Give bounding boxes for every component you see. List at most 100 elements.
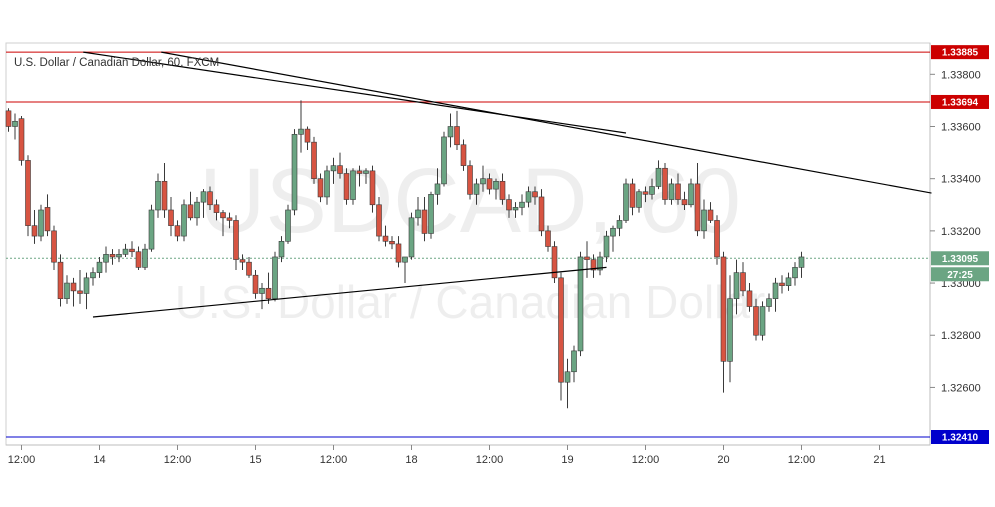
candle-body-up	[798, 256, 805, 268]
candle	[161, 163, 168, 218]
candle	[246, 256, 252, 278]
candle	[733, 259, 740, 315]
candle-body-down	[252, 274, 259, 294]
candle	[629, 178, 636, 216]
candle-body-down	[51, 230, 57, 263]
candle	[798, 251, 805, 278]
candle-body-down	[740, 272, 746, 292]
time-tick-label: 14	[93, 454, 105, 466]
candle	[239, 254, 246, 271]
candle-body-up	[103, 254, 109, 263]
candle-body-down	[109, 254, 116, 258]
candle-body-up	[415, 209, 421, 219]
candle-body-down	[246, 261, 252, 276]
candle-body-up	[402, 256, 408, 263]
candle	[519, 194, 525, 216]
candle-body-down	[506, 199, 512, 211]
candle	[447, 113, 454, 148]
price-tick-label: 1.33400	[941, 174, 981, 186]
candle	[506, 194, 512, 218]
candle	[707, 202, 714, 224]
candle	[77, 270, 83, 304]
time-axis[interactable]: 12:00 14 12:00 15 12:00 18 12:00 19 12:00 20 12:00…	[8, 445, 886, 466]
candle	[408, 212, 415, 260]
candle	[356, 165, 363, 187]
candle	[759, 301, 766, 341]
candle-body-down	[265, 287, 272, 300]
level-tag-0: 1.33885	[942, 48, 979, 59]
candle	[83, 272, 90, 310]
candle-body-up	[564, 371, 571, 383]
candle	[155, 173, 161, 218]
candle	[122, 243, 129, 257]
candle	[402, 256, 408, 284]
candle	[753, 298, 759, 341]
candle-body-down	[538, 196, 545, 232]
candle-body-up	[688, 183, 694, 206]
horizontal-levels	[6, 51, 930, 438]
candle-body-up	[701, 209, 707, 232]
candle	[564, 358, 571, 409]
candle	[395, 236, 402, 268]
candle-body-down	[25, 160, 31, 226]
countdown-tag-bg	[931, 267, 989, 282]
candle	[252, 270, 259, 299]
candle-body-up	[200, 191, 207, 203]
candle-body-down	[499, 180, 506, 200]
candle	[532, 186, 538, 205]
candle	[590, 254, 597, 278]
time-tick-label: 12:00	[320, 454, 348, 466]
candle-body-up	[792, 267, 798, 279]
candle	[551, 241, 558, 284]
candle	[64, 275, 70, 304]
candle	[493, 178, 499, 200]
candle-body-down	[714, 220, 720, 258]
candle-body-up	[278, 241, 285, 258]
candle-body-up	[597, 256, 603, 271]
candle-body-down	[5, 110, 12, 127]
candle-body-down	[584, 256, 590, 260]
candle	[311, 136, 317, 184]
candle-body-down	[389, 241, 395, 245]
candle-body-down	[226, 217, 233, 221]
candle	[343, 168, 350, 205]
price-tags: 1.33885 1.33694 1.32410 1.33095 27:25	[931, 45, 989, 444]
trendlines	[83, 51, 932, 318]
candle-body-down	[545, 230, 551, 247]
candle-body-up	[785, 277, 792, 286]
candle	[317, 173, 324, 203]
candle	[525, 186, 532, 208]
candle-body-down	[590, 259, 597, 271]
candle	[441, 131, 447, 187]
candle-body-down	[207, 191, 213, 206]
candle	[350, 168, 356, 205]
candle-body-down	[161, 180, 168, 211]
watermark-name: U.S. Dollar / Canadian Dollar	[175, 276, 766, 328]
candle-body-down	[395, 243, 402, 263]
candle-body-up	[668, 183, 675, 200]
candle-body-down	[376, 204, 382, 237]
candle	[96, 256, 103, 278]
candle	[376, 196, 382, 242]
candle	[116, 249, 122, 263]
candle-body-down	[57, 261, 64, 300]
candle	[558, 272, 564, 401]
candle-body-up	[83, 277, 90, 294]
candle	[109, 249, 116, 265]
candle-body-up	[623, 183, 629, 221]
candle	[233, 215, 239, 271]
candle	[226, 212, 233, 229]
candle-body-up	[330, 165, 337, 172]
candle-body-up	[148, 209, 155, 250]
candle-body-up	[512, 207, 519, 211]
candle	[174, 220, 181, 242]
candle	[610, 225, 616, 252]
level-tag-1-bg	[931, 94, 989, 109]
level-tag-2-bg	[931, 430, 989, 444]
candle	[330, 157, 337, 184]
candle-body-up	[363, 170, 369, 174]
candle-body-up	[493, 180, 499, 190]
candle-body-down	[720, 256, 727, 362]
candle-body-down	[317, 178, 324, 198]
